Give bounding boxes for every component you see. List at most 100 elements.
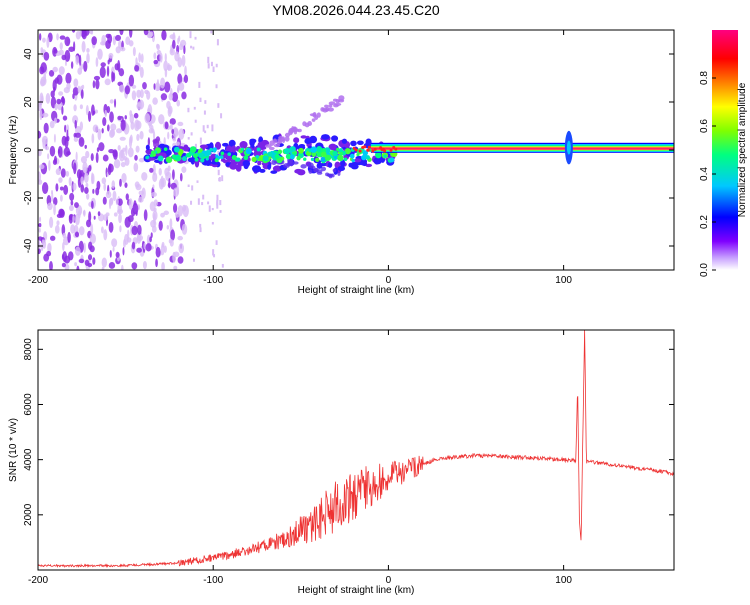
noise-blob [122, 247, 124, 255]
noise-blob [82, 41, 86, 53]
noise-speck [191, 132, 193, 135]
noise-blob [141, 53, 144, 63]
noise-blob [114, 212, 118, 216]
noise-blob [84, 187, 89, 194]
noise-blob [116, 198, 119, 205]
ridge-envelope-blob [304, 138, 311, 144]
harmonic-blob [324, 105, 328, 108]
noise-blob [86, 53, 90, 64]
noise-blob [69, 193, 74, 201]
noise-blob [132, 203, 138, 214]
noise-speck [220, 113, 222, 118]
noise-blob [125, 115, 127, 119]
noise-speck [188, 185, 190, 187]
colorbar-tick-label: 0.0 [699, 263, 710, 277]
snr-y-tick-label: 2000 [23, 503, 34, 526]
noise-blob [129, 75, 134, 87]
ridge-core-blob [351, 159, 354, 162]
noise-speck [216, 84, 218, 88]
noise-blob [168, 165, 171, 171]
noise-blob [145, 243, 151, 251]
noise-blob [119, 179, 122, 187]
harmonic-blob [337, 172, 340, 176]
ridge-core-blob [375, 152, 381, 158]
noise-blob [152, 225, 157, 232]
noise-blob [125, 85, 130, 94]
noise-speck [187, 108, 189, 112]
noise-blob [76, 31, 81, 40]
noise-blob [170, 118, 176, 125]
snr-x-ticks: -200 -100 0 100 [28, 330, 572, 586]
noise-blob [161, 244, 165, 255]
noise-blob [142, 82, 147, 89]
ridge-core-blob [213, 149, 216, 152]
snr-y-tick-label: 8000 [23, 338, 34, 361]
noise-blob [118, 145, 121, 151]
ridge-core-blob [201, 153, 205, 157]
noise-blob [54, 118, 57, 124]
noise-blob [109, 163, 112, 170]
noise-speck [207, 202, 209, 205]
noise-blob [74, 120, 76, 129]
noise-blob [73, 41, 75, 51]
harmonic-blob [307, 162, 314, 168]
noise-blob [103, 155, 109, 162]
ridge-envelope-blob [166, 151, 170, 155]
noise-blob [63, 116, 67, 121]
noise-blob [152, 97, 158, 104]
noise-blob [117, 209, 123, 215]
harmonic-blob [322, 109, 327, 113]
noise-speck [216, 200, 218, 205]
noise-blob [69, 205, 74, 211]
noise-speck [212, 222, 214, 225]
ridge-core-blob [220, 155, 224, 159]
noise-blob [53, 159, 57, 165]
noise-blob [38, 223, 41, 227]
noise-blob [108, 149, 114, 153]
noise-blob [120, 137, 126, 141]
noise-blob [133, 47, 136, 56]
noise-blob [183, 45, 185, 54]
noise-blob [75, 133, 81, 138]
ridge-envelope-blob [270, 170, 277, 173]
noise-blob [129, 40, 134, 46]
noise-speck [204, 100, 206, 104]
noise-blob [90, 224, 93, 235]
noise-blob [100, 41, 106, 45]
noise-blob [102, 117, 106, 126]
noise-blob [80, 121, 83, 130]
noise-blob [58, 146, 63, 158]
noise-blob [88, 165, 91, 172]
noise-blob [126, 193, 129, 200]
noise-blob [42, 239, 45, 248]
ridge-core-blob [186, 153, 191, 158]
noise-blob [111, 238, 117, 247]
noise-blob [75, 214, 80, 226]
tone-dot [382, 148, 385, 151]
noise-blob [62, 136, 67, 146]
noise-blob [97, 49, 103, 60]
harmonic-blob [282, 136, 285, 141]
tone-dot [374, 148, 377, 151]
noise-blob [117, 60, 120, 72]
ridge-core-blob [158, 155, 164, 161]
noise-blob [149, 31, 154, 36]
snr-panel: -200 -100 0 100 2000400060008000 Height of … [8, 330, 674, 596]
noise-blob [59, 49, 64, 55]
ridge-core-blob [215, 158, 219, 162]
noise-blob [144, 209, 148, 221]
noise-blob [59, 66, 65, 75]
noise-blob [153, 60, 158, 64]
noise-blob [92, 189, 94, 194]
noise-blob [156, 247, 161, 258]
colorbar-label: Normalized spectral amplitude [737, 82, 748, 217]
noise-blob [65, 73, 71, 84]
ridge-envelope-blob [338, 166, 345, 171]
noise-speck [211, 62, 213, 66]
harmonic-blob [333, 169, 337, 173]
ridge-core-blob [298, 148, 304, 154]
noise-blob [111, 180, 115, 189]
noise-blob [132, 226, 138, 235]
noise-blob [153, 83, 155, 90]
noise-blob [54, 134, 56, 143]
